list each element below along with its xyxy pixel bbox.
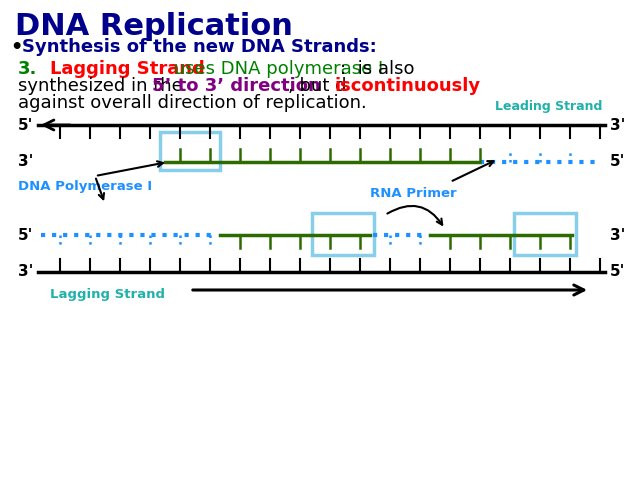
Text: 3': 3': [610, 228, 625, 242]
Text: 3': 3': [610, 118, 625, 132]
Text: 5': 5': [18, 228, 33, 242]
Bar: [160, 132, 220, 170]
Text: uses DNA polymerase I: uses DNA polymerase I: [168, 60, 383, 78]
Text: 3': 3': [18, 155, 33, 169]
Text: RNA Primer: RNA Primer: [370, 187, 456, 200]
Text: 5': 5': [610, 155, 625, 169]
Text: 5': 5': [610, 264, 625, 279]
Text: DNA Polymerase I: DNA Polymerase I: [18, 180, 152, 193]
Text: Lagging Strand: Lagging Strand: [50, 288, 165, 301]
Text: 3': 3': [18, 264, 33, 279]
Text: 3.: 3.: [18, 60, 37, 78]
Text: 5’ to 3’ direction: 5’ to 3’ direction: [152, 77, 321, 95]
Text: , but d: , but d: [288, 77, 346, 95]
Text: DNA Replication: DNA Replication: [15, 12, 293, 41]
Bar: [514, 213, 576, 255]
Text: :  is also: : is also: [340, 60, 415, 78]
Text: against overall direction of replication.: against overall direction of replication…: [18, 94, 367, 112]
Bar: [312, 213, 374, 255]
Text: synthesized in the: synthesized in the: [18, 77, 189, 95]
Text: Lagging Strand: Lagging Strand: [50, 60, 205, 78]
Text: Leading Strand: Leading Strand: [495, 100, 602, 113]
Text: iscontinuously: iscontinuously: [334, 77, 480, 95]
Text: Synthesis of the new DNA Strands:: Synthesis of the new DNA Strands:: [22, 38, 377, 56]
Text: •: •: [10, 38, 22, 57]
Text: 5': 5': [18, 118, 33, 132]
